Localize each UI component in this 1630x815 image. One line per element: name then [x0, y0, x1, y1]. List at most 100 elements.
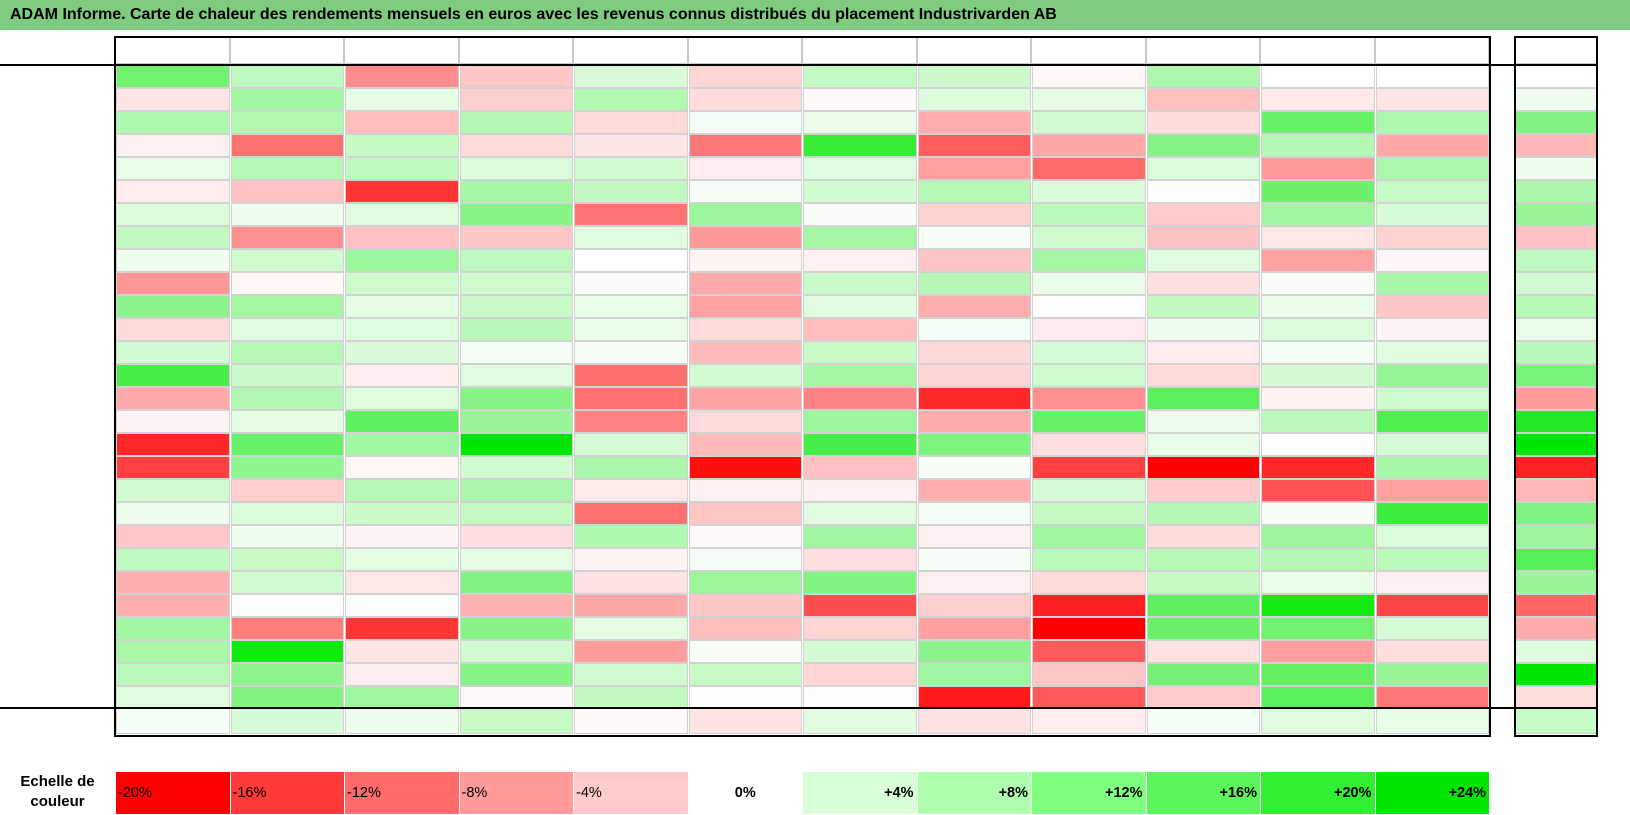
heatmap-cell [230, 341, 344, 364]
heatmap-cell [574, 226, 688, 249]
annual-cell [1515, 571, 1597, 594]
heatmap-cell [345, 410, 459, 433]
heatmap-cell [688, 686, 802, 709]
heatmap-cell [459, 594, 573, 617]
heatmap-cell [116, 433, 230, 456]
heatmap-cell [230, 502, 344, 525]
average-cell [1146, 708, 1260, 734]
heatmap-cell [1375, 65, 1489, 88]
heatmap-cell [1146, 88, 1260, 111]
heatmap-cell [688, 617, 802, 640]
heatmap-cell [230, 456, 344, 479]
color-scale-swatch: -4% [574, 772, 688, 814]
heatmap-cell [1146, 157, 1260, 180]
heatmap-cell [459, 663, 573, 686]
divider [0, 707, 1598, 709]
heatmap-cell [116, 364, 230, 387]
heatmap-cell [1032, 456, 1146, 479]
heatmap-cell [1032, 272, 1146, 295]
heatmap-cell [688, 433, 802, 456]
heatmap-cell [1375, 502, 1489, 525]
heatmap-cell [1032, 65, 1146, 88]
annual-cell [1515, 65, 1597, 88]
heatmap-cell [917, 180, 1031, 203]
heatmap-cell [459, 157, 573, 180]
heatmap-cell [116, 571, 230, 594]
heatmap-cell [688, 65, 802, 88]
heatmap-cell [917, 571, 1031, 594]
year-label [0, 134, 115, 157]
average-cell [230, 708, 344, 734]
heatmap-cell [116, 479, 230, 502]
heatmap-cell [1261, 617, 1375, 640]
annual-cell [1515, 318, 1597, 341]
heatmap-cell [574, 548, 688, 571]
heatmap-cell [1261, 318, 1375, 341]
heatmap-cell [116, 341, 230, 364]
heatmap-cell [1261, 65, 1375, 88]
average-cell [574, 708, 688, 734]
heatmap-cell [230, 433, 344, 456]
heatmap-cell [459, 387, 573, 410]
heatmap-cell [574, 525, 688, 548]
annual-cell [1515, 134, 1597, 157]
annual-cell [1515, 387, 1597, 410]
heatmap-cell [1032, 387, 1146, 410]
heatmap-cell [1375, 686, 1489, 709]
heatmap-cell [116, 295, 230, 318]
heatmap-cell [1146, 594, 1260, 617]
heatmap-cell [917, 341, 1031, 364]
heatmap-cell [345, 180, 459, 203]
heatmap-cell [803, 272, 917, 295]
heatmap-cell [1032, 502, 1146, 525]
average-cell [1375, 708, 1489, 734]
heatmap-cell [116, 686, 230, 709]
month-header [916, 37, 1031, 64]
year-label [0, 364, 115, 387]
heatmap-cell [1261, 387, 1375, 410]
heatmap-cell [574, 134, 688, 157]
heatmap-cell [230, 548, 344, 571]
heatmap-cell [459, 88, 573, 111]
heatmap-cell [459, 686, 573, 709]
heatmap-cell [917, 594, 1031, 617]
heatmap-cell [459, 548, 573, 571]
heatmap-cell [917, 226, 1031, 249]
heatmap-cell [1146, 617, 1260, 640]
heatmap-cell [688, 341, 802, 364]
heatmap-cell [116, 88, 230, 111]
month-header [458, 37, 573, 64]
heatmap-cell [1032, 617, 1146, 640]
average-cell [459, 708, 573, 734]
color-scale-swatch: -16% [230, 772, 344, 814]
year-label [0, 226, 115, 249]
year-label [0, 686, 115, 709]
heatmap-cell [230, 295, 344, 318]
heatmap-cell [803, 571, 917, 594]
year-label [0, 65, 115, 88]
annual-cell [1515, 663, 1597, 686]
heatmap-cell [917, 249, 1031, 272]
heatmap-cell [574, 617, 688, 640]
heatmap-cell [345, 226, 459, 249]
heatmap-cell [803, 387, 917, 410]
heatmap-cell [1375, 318, 1489, 341]
heatmap-cell [459, 295, 573, 318]
color-scale-swatch: +16% [1146, 772, 1260, 814]
heatmap-cell [688, 548, 802, 571]
heatmap-cell [116, 456, 230, 479]
heatmap-cell [803, 663, 917, 686]
color-scale-label: Echelle de couleur [0, 772, 115, 812]
heatmap-cell [116, 272, 230, 295]
average-cell [803, 708, 917, 734]
heatmap-cell [1146, 387, 1260, 410]
heatmap-cell [1261, 134, 1375, 157]
annual-cell [1515, 203, 1597, 226]
heatmap-cell [1146, 318, 1260, 341]
heatmap-cell [116, 111, 230, 134]
heatmap-cell [574, 387, 688, 410]
heatmap-cell [803, 640, 917, 663]
heatmap-cell [803, 617, 917, 640]
year-label [0, 88, 115, 111]
heatmap-cell [688, 640, 802, 663]
